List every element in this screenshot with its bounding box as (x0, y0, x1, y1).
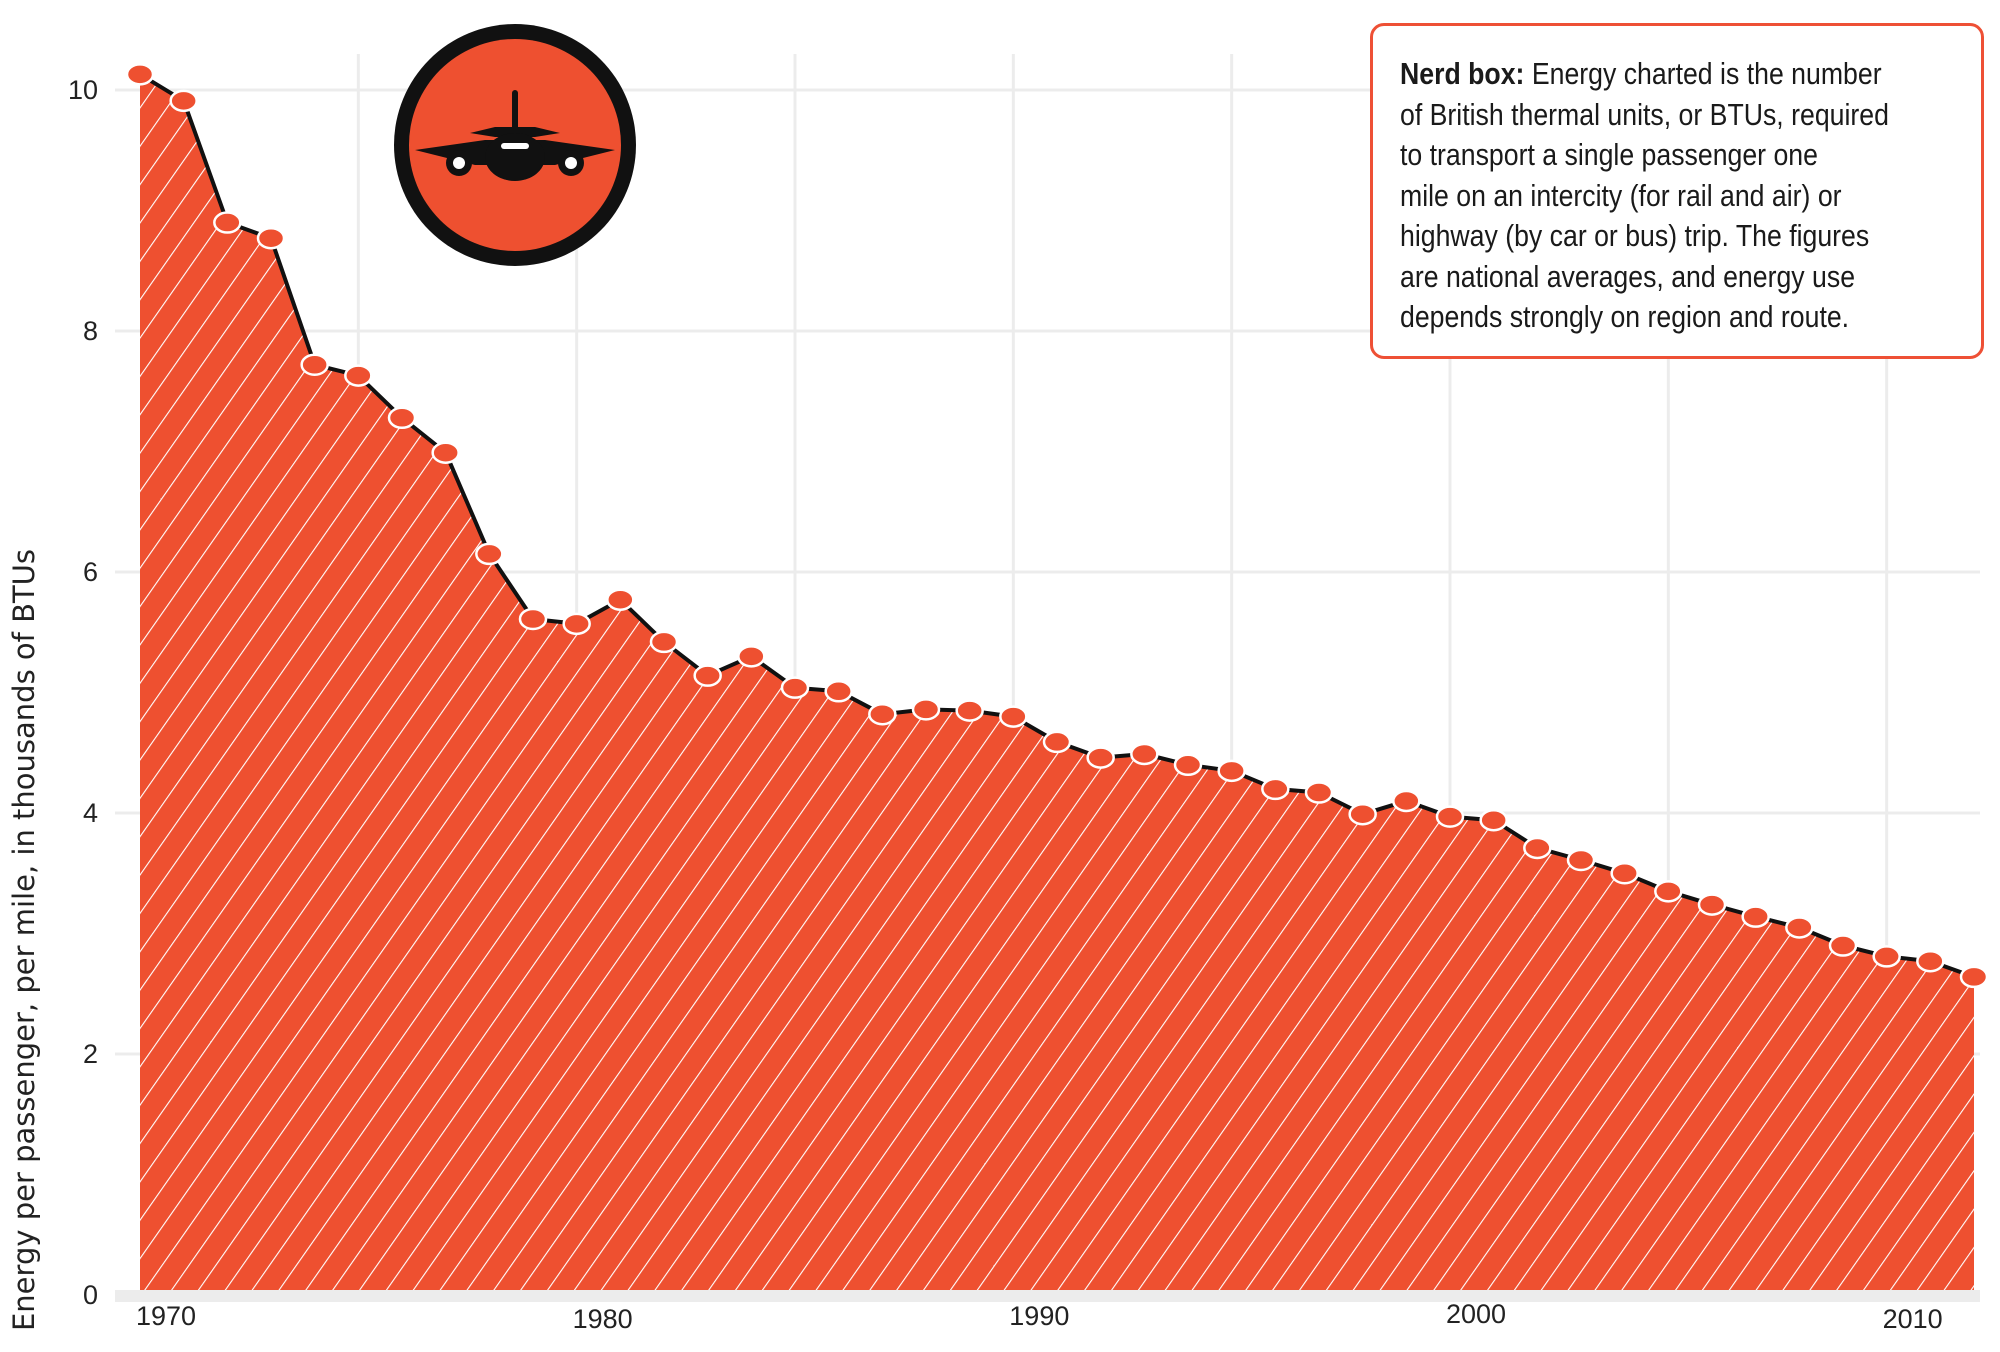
data-point-1988 (911, 698, 941, 721)
data-point-1983 (693, 664, 722, 687)
area-fill (140, 74, 1974, 1295)
data-point-2009 (1828, 934, 1858, 957)
data-point-1984 (737, 645, 766, 668)
data-point-1981 (606, 588, 635, 611)
nerd-box-line: depends strongly on region and route. (1400, 299, 1850, 334)
nerd-box-line: of British thermal units, or BTUs, requi… (1400, 96, 1889, 132)
data-point-1993 (1130, 742, 1159, 766)
data-point-2001 (1479, 808, 1508, 832)
data-point-1976 (387, 406, 417, 430)
y-tick-label: 6 (83, 557, 98, 587)
data-point-1987 (868, 702, 897, 726)
nerd-box-line: are national averages, and energy use (1400, 258, 1856, 294)
nerd-box: Nerd box: Energy charted is the number o… (1370, 23, 1984, 359)
x-tick-label: 1980 (573, 1304, 633, 1334)
data-point-1991 (1042, 730, 1072, 754)
y-tick-label: 10 (68, 75, 98, 105)
data-point-1979 (518, 607, 548, 631)
data-point-1982 (649, 630, 679, 654)
data-point-2000 (1435, 805, 1465, 828)
data-point-2011 (1916, 949, 1945, 973)
nerd-box-heading: Nerd box: (1400, 56, 1525, 91)
data-point-2002 (1523, 836, 1552, 860)
data-point-2003 (1566, 848, 1596, 872)
x-tick-label: 2010 (1883, 1304, 1943, 1334)
x-tick-label: 1990 (1009, 1301, 1069, 1331)
y-tick-label: 4 (83, 798, 98, 828)
data-point-1978 (475, 542, 504, 566)
airplane-icon (394, 24, 636, 266)
data-point-1992 (1086, 746, 1115, 769)
data-point-1996 (1261, 777, 1290, 801)
data-point-1990 (999, 705, 1028, 728)
data-point-1970 (125, 63, 155, 86)
nerd-box-line: to transport a single passenger one (1400, 137, 1818, 172)
nerd-box-line: Nerd box: Energy charted is the number (1400, 54, 1900, 95)
data-point-2004 (1610, 862, 1639, 885)
data-point-2012 (1959, 965, 1989, 989)
y-tick-label: 0 (83, 1280, 98, 1310)
data-point-1994 (1173, 753, 1203, 777)
data-point-1971 (169, 89, 198, 113)
data-point-1975 (344, 364, 373, 387)
data-point-2010 (1872, 945, 1901, 968)
data-point-1977 (431, 441, 460, 464)
data-point-1972 (213, 211, 242, 234)
nerd-box-line: mile on an intercity (for rail and air) … (1400, 177, 1842, 213)
data-point-1997 (1304, 781, 1334, 804)
data-point-1998 (1348, 802, 1377, 826)
data-point-1980 (562, 612, 591, 636)
data-point-2007 (1741, 905, 1770, 928)
nerd-box-line: highway (by car or bus) trip. The figure… (1400, 218, 1870, 253)
y-tick-label: 2 (83, 1039, 98, 1069)
data-point-1999 (1392, 789, 1421, 813)
data-point-1989 (955, 699, 984, 722)
data-point-1985 (780, 676, 810, 699)
data-point-1986 (824, 680, 853, 703)
data-points (125, 63, 1989, 989)
y-axis-ticks: 0 2 4 6 8 10 (68, 75, 98, 1310)
baseline (115, 1290, 1980, 1302)
y-axis-label: Energy per passenger, per mile, in thous… (7, 549, 41, 1331)
nerd-box-text: Energy charted is the number (1524, 56, 1882, 91)
data-point-1995 (1217, 759, 1246, 783)
data-point-1974 (300, 353, 329, 376)
data-point-2008 (1785, 916, 1814, 939)
x-tick-label: 1970 (136, 1301, 196, 1331)
data-point-2006 (1697, 893, 1727, 916)
x-tick-label: 2000 (1446, 1299, 1506, 1329)
x-axis-ticks: 1970 1980 1990 2000 2010 (136, 1299, 1943, 1334)
data-point-1973 (256, 226, 286, 250)
data-point-2005 (1654, 880, 1683, 903)
y-tick-label: 8 (83, 316, 98, 346)
